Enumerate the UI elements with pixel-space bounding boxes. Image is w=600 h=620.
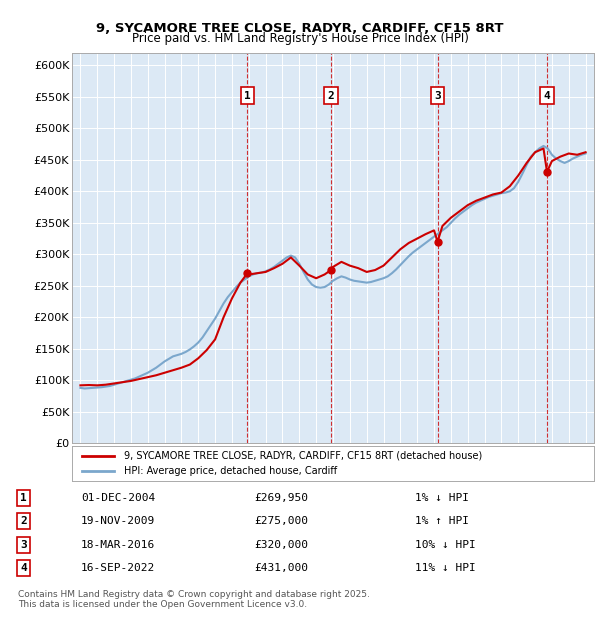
Text: £320,000: £320,000 — [254, 540, 308, 550]
Text: £275,000: £275,000 — [254, 516, 308, 526]
Text: This data is licensed under the Open Government Licence v3.0.: This data is licensed under the Open Gov… — [18, 600, 307, 609]
Text: 9, SYCAMORE TREE CLOSE, RADYR, CARDIFF, CF15 8RT: 9, SYCAMORE TREE CLOSE, RADYR, CARDIFF, … — [96, 22, 504, 35]
Text: £269,950: £269,950 — [254, 493, 308, 503]
Text: 1% ↑ HPI: 1% ↑ HPI — [415, 516, 469, 526]
Text: 16-SEP-2022: 16-SEP-2022 — [81, 564, 155, 574]
Text: 10% ↓ HPI: 10% ↓ HPI — [415, 540, 476, 550]
Text: 11% ↓ HPI: 11% ↓ HPI — [415, 564, 476, 574]
Text: HPI: Average price, detached house, Cardiff: HPI: Average price, detached house, Card… — [124, 466, 337, 476]
Text: 01-DEC-2004: 01-DEC-2004 — [81, 493, 155, 503]
Text: 3: 3 — [434, 91, 441, 100]
Text: 19-NOV-2009: 19-NOV-2009 — [81, 516, 155, 526]
Text: 4: 4 — [544, 91, 550, 100]
Text: 9, SYCAMORE TREE CLOSE, RADYR, CARDIFF, CF15 8RT (detached house): 9, SYCAMORE TREE CLOSE, RADYR, CARDIFF, … — [124, 451, 482, 461]
Text: 4: 4 — [20, 564, 27, 574]
Text: £431,000: £431,000 — [254, 564, 308, 574]
Text: 1: 1 — [244, 91, 251, 100]
Text: 18-MAR-2016: 18-MAR-2016 — [81, 540, 155, 550]
Text: 2: 2 — [328, 91, 334, 100]
Text: 2: 2 — [20, 516, 27, 526]
Text: 1% ↓ HPI: 1% ↓ HPI — [415, 493, 469, 503]
Text: 1: 1 — [20, 493, 27, 503]
Text: 3: 3 — [20, 540, 27, 550]
Text: Price paid vs. HM Land Registry's House Price Index (HPI): Price paid vs. HM Land Registry's House … — [131, 32, 469, 45]
Text: Contains HM Land Registry data © Crown copyright and database right 2025.: Contains HM Land Registry data © Crown c… — [18, 590, 370, 600]
